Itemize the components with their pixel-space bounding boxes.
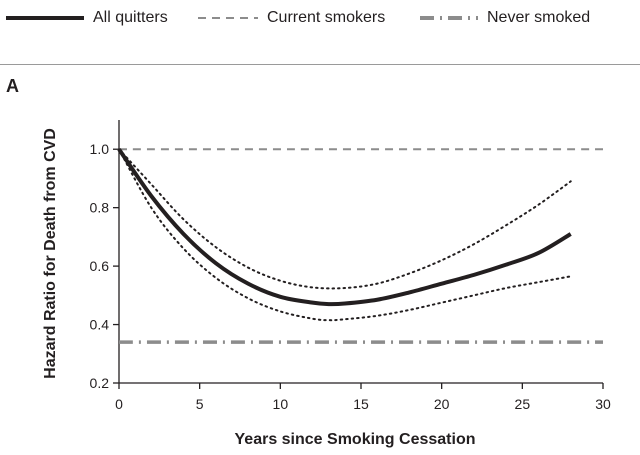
legend-label-never-smoked: Never smoked	[487, 9, 591, 26]
dash-dot-line-swatch	[420, 16, 478, 20]
x-tick-label: 25	[515, 396, 531, 412]
legend-item-all-quitters: All quitters	[6, 5, 168, 31]
legend-item-never-smoked: Never smoked	[420, 5, 590, 31]
x-tick-label: 10	[273, 396, 289, 412]
panel-label: A	[6, 76, 19, 96]
solid-line-swatch	[6, 16, 84, 20]
legend-label-current-smokers: Current smokers	[267, 9, 386, 26]
series-line-all-quitters	[117, 148, 572, 307]
legend-label-all-quitters: All quitters	[93, 9, 168, 26]
x-tick-label: 5	[196, 396, 204, 412]
y-tick-label: 0.2	[90, 375, 110, 391]
y-tick-label: 0.6	[90, 258, 110, 274]
x-tick-label: 30	[595, 396, 611, 412]
dashed-line-swatch	[198, 17, 258, 19]
x-tick-label: 0	[115, 396, 123, 412]
legend-divider	[0, 64, 640, 65]
y-tick-label: 1.0	[90, 141, 110, 157]
x-tick-label: 15	[353, 396, 369, 412]
confidence-lower-line	[118, 148, 572, 322]
y-tick-label: 0.4	[90, 317, 110, 333]
x-tick-label: 20	[434, 396, 450, 412]
y-axis-title: Hazard Ratio for Death from CVD	[42, 128, 59, 379]
x-axis-title: Years since Smoking Cessation	[235, 431, 476, 448]
legend-item-current-smokers: Current smokers	[198, 5, 385, 31]
y-tick-label: 0.8	[90, 200, 110, 216]
confidence-upper-line	[118, 148, 572, 290]
chart-legend: All quitters Current smokers Never smoke…	[0, 0, 640, 44]
